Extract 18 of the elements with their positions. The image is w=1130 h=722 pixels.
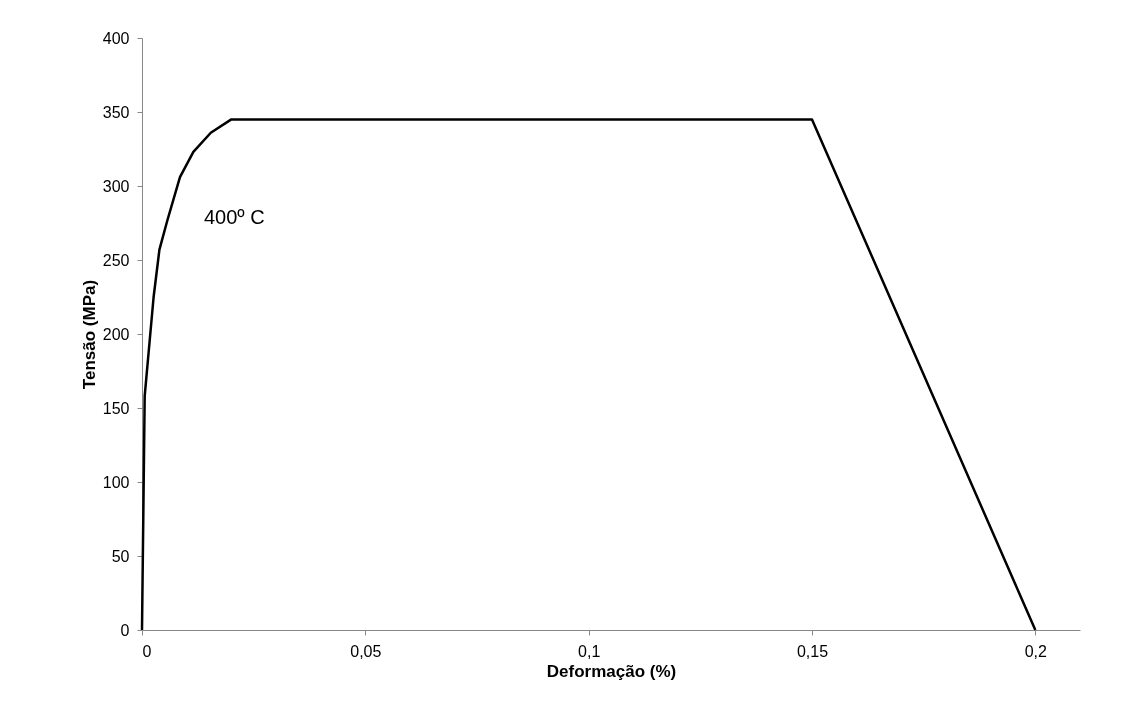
x-tick-label: 0,05 [350, 642, 382, 660]
y-tick-label: 150 [102, 399, 130, 417]
y-tick-label: 0 [120, 621, 130, 639]
annotation: 400º C [204, 206, 265, 228]
x-tick-label: 0 [142, 642, 152, 660]
y-axis-title: Tensão (MPa) [79, 279, 99, 390]
x-tick-label: 0,1 [578, 642, 601, 660]
x-axis-title: Deformação (%) [546, 661, 677, 681]
y-tick-label: 400 [102, 29, 130, 47]
y-tick-label: 200 [102, 325, 130, 343]
y-tick-label: 350 [102, 103, 130, 121]
y-tick-label: 300 [102, 177, 130, 195]
y-tick-label: 100 [102, 473, 130, 491]
x-tick-label: 0,15 [796, 642, 829, 660]
y-tick-label: 250 [102, 251, 130, 269]
y-tick-label: 50 [111, 547, 130, 565]
line-series [140, 118, 1037, 632]
x-tick-label: 0,2 [1024, 642, 1048, 660]
